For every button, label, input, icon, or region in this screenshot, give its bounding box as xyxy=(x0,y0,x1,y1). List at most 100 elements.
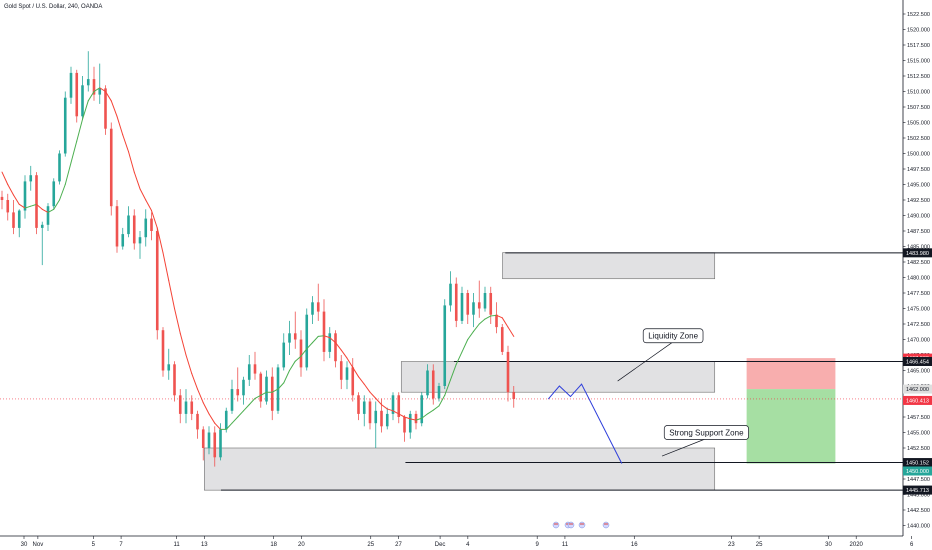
moving-average-segment xyxy=(53,199,60,210)
upper-resistance-zone xyxy=(502,252,716,280)
price-tick-label: 1492.500 xyxy=(907,198,930,204)
price-tag-label: 1462.000 xyxy=(906,387,929,393)
moving-average-segment xyxy=(151,210,158,229)
candle xyxy=(420,395,424,424)
candle xyxy=(288,333,291,343)
price-tag xyxy=(903,248,932,258)
candle xyxy=(385,413,389,427)
moving-average-segment xyxy=(30,203,37,207)
candle xyxy=(63,97,67,154)
moving-average-segment xyxy=(317,335,325,337)
price-tick-label: 1510.000 xyxy=(907,90,930,96)
price-tag-label: 1450.152 xyxy=(906,461,929,467)
annotation-text: Liquidity Zone xyxy=(648,332,698,341)
price-tick-label: 1497.500 xyxy=(907,167,930,173)
candle xyxy=(477,302,481,309)
moving-average-segment xyxy=(461,339,469,353)
candle xyxy=(69,72,73,98)
candle xyxy=(414,413,418,424)
candle xyxy=(230,389,234,411)
candle xyxy=(75,72,79,117)
moving-average-segment xyxy=(490,314,497,317)
moving-average-segment xyxy=(340,349,348,359)
candle xyxy=(380,410,383,427)
annotation-box xyxy=(663,425,749,440)
moving-average-segment xyxy=(36,203,43,210)
price-axis[interactable]: 1522.500 1520.000 1517.500 1515.000 1512.500… xyxy=(902,0,932,536)
moving-average-segment xyxy=(289,360,296,371)
moving-average-segment xyxy=(375,397,382,406)
moving-average-segment xyxy=(467,330,474,340)
time-tick-label: Dec xyxy=(435,542,446,548)
event-flag-icon[interactable] xyxy=(567,521,575,529)
candle xyxy=(23,181,27,211)
candle xyxy=(454,283,458,321)
candle xyxy=(29,175,33,182)
candle xyxy=(224,410,228,430)
short-position-layer xyxy=(746,358,836,464)
stop-loss-area xyxy=(746,358,836,390)
moving-average-segment xyxy=(191,373,198,390)
time-axis[interactable]: 30 Nov 5 7 11 13 18 20 25 27 Dec 4 9 11 16 23 25 30 2020 6 xyxy=(0,535,914,548)
candle xyxy=(270,376,274,411)
price-tick-label: 1507.500 xyxy=(907,105,930,111)
moving-average-segment xyxy=(271,388,279,393)
moving-average-segment xyxy=(156,227,164,254)
price-tick-label: 1512.500 xyxy=(907,74,930,80)
chart-title: Gold Spot / U.S. Dollar, 240, OANDA xyxy=(4,4,102,10)
moving-average-segment xyxy=(110,100,118,117)
moving-average-segment xyxy=(294,355,302,362)
candle xyxy=(219,429,222,458)
candle xyxy=(138,237,142,244)
candle xyxy=(167,364,171,371)
candle xyxy=(127,215,130,235)
annotation-text: Strong Support Zone xyxy=(669,428,744,437)
candle xyxy=(81,85,84,117)
candle xyxy=(132,215,136,244)
moving-average-segment xyxy=(24,205,32,209)
moving-average-segment xyxy=(415,417,423,421)
time-tick-label: 23 xyxy=(728,542,735,548)
event-flag-icon[interactable] xyxy=(552,521,560,529)
moving-average-segment xyxy=(473,323,480,332)
moving-average-segment xyxy=(335,342,342,351)
candle xyxy=(86,79,90,86)
price-tick-label: 1520.000 xyxy=(907,28,930,34)
moving-average-segment xyxy=(116,115,124,136)
moving-average-segment xyxy=(243,404,250,412)
moving-average-segment xyxy=(162,252,170,282)
candle xyxy=(259,373,263,402)
candle xyxy=(460,293,464,321)
candles-layer xyxy=(0,51,516,467)
candle xyxy=(173,364,176,396)
price-tick-label: 1447.500 xyxy=(907,477,930,483)
price-tag xyxy=(903,356,932,366)
moving-average-segment xyxy=(225,422,233,430)
candle xyxy=(500,327,504,352)
annotation-pointer xyxy=(661,438,707,457)
candle xyxy=(207,432,211,448)
moving-average-segment xyxy=(300,348,308,357)
moving-average-segment xyxy=(185,354,193,375)
moving-average-segment xyxy=(369,391,377,399)
price-tag xyxy=(903,384,932,394)
moving-average-segment xyxy=(128,151,135,173)
candle xyxy=(190,401,194,414)
moving-average-segment xyxy=(363,383,371,393)
price-tick-label: 1485.000 xyxy=(907,245,930,251)
time-tick-label: 2020 xyxy=(850,542,864,548)
time-tick-label: 18 xyxy=(270,542,277,548)
event-flag-icon[interactable] xyxy=(578,521,586,529)
candle xyxy=(40,224,44,228)
candle xyxy=(58,153,61,182)
moving-average-segment xyxy=(122,134,129,153)
candle xyxy=(92,79,96,95)
time-tick-label: 20 xyxy=(298,542,305,548)
event-flag-icon[interactable] xyxy=(602,521,610,529)
price-tick-label: 1490.000 xyxy=(907,214,930,220)
candle xyxy=(506,351,510,393)
price-tag xyxy=(903,466,932,476)
price-tag xyxy=(903,485,932,495)
price-tick-label: 1470.000 xyxy=(907,338,930,344)
